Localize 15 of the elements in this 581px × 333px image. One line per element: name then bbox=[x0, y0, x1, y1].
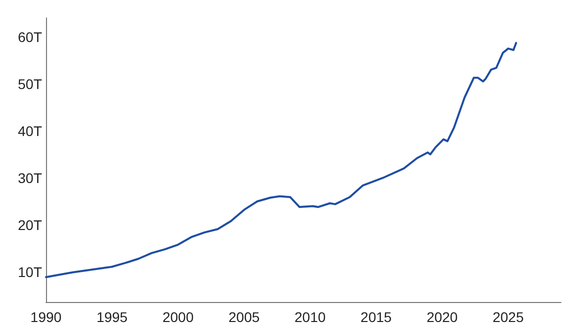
y-tick-label: 40T bbox=[18, 122, 42, 139]
x-tick-label: 1995 bbox=[96, 309, 128, 325]
x-tick-label: 2000 bbox=[162, 309, 194, 325]
x-tick-label: 2015 bbox=[360, 309, 392, 325]
y-tick-label: 60T bbox=[18, 28, 42, 45]
y-tick-label: 20T bbox=[18, 216, 42, 233]
x-tick-label: 2020 bbox=[426, 309, 458, 325]
x-tick-label: 1990 bbox=[30, 309, 62, 325]
line-series bbox=[45, 42, 518, 278]
y-tick-label: 50T bbox=[18, 76, 42, 92]
x-tick-label: 2025 bbox=[492, 309, 524, 325]
y-tick-label: 10T bbox=[18, 264, 42, 280]
x-tick-label: 2010 bbox=[294, 309, 326, 325]
y-tick-label: 30T bbox=[18, 170, 42, 186]
x-tick-label: 2005 bbox=[228, 309, 260, 325]
